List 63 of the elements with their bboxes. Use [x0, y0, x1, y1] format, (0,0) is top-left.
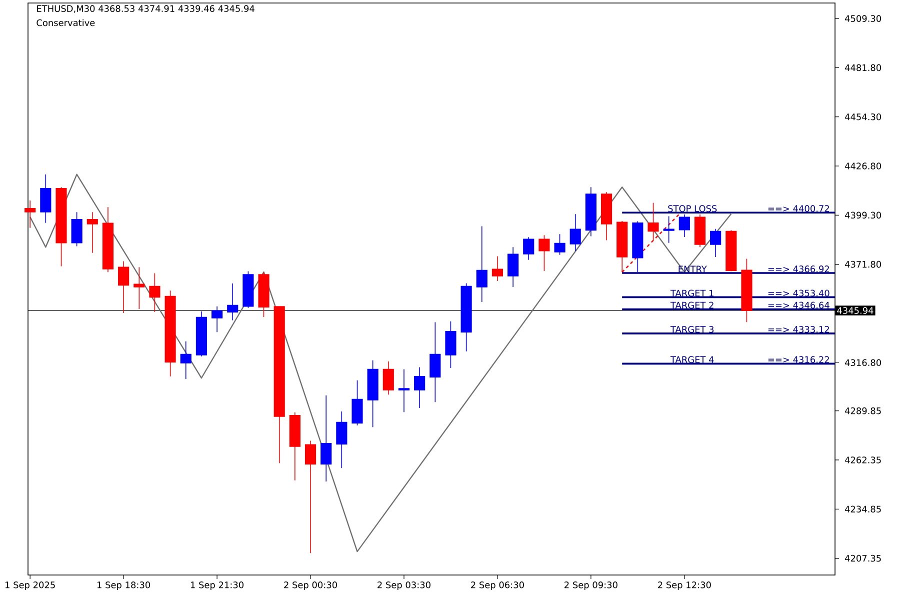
candlestick	[134, 266, 145, 310]
candlestick	[538, 234, 550, 272]
candlestick	[304, 440, 316, 554]
y-tick-label: 4262.35	[844, 456, 881, 464]
annotation: ==> 4316.22	[768, 356, 829, 363]
line-series	[29, 174, 732, 552]
candlestick	[211, 306, 223, 332]
annotation: ==> 4400.72	[768, 205, 829, 212]
candlestick	[336, 411, 348, 468]
annotation: ==> 4346.64	[768, 302, 830, 309]
candlestick	[149, 272, 160, 312]
candlestick	[476, 226, 488, 302]
series-label: TARGET 3	[670, 326, 714, 333]
x-tick-label: 1 Sep 2025	[6, 582, 55, 590]
y-tick-label: 4289.85	[844, 407, 881, 414]
series-label: TARGET 2	[670, 302, 714, 309]
candlestick	[40, 174, 52, 224]
annotation: ==> 4366.92	[768, 266, 829, 272]
candlestick	[508, 246, 519, 288]
candlestick	[523, 236, 534, 260]
ref-line-label: 4345.94	[837, 307, 874, 314]
candlestick	[554, 234, 566, 256]
candlestick	[320, 394, 332, 482]
candlestick	[445, 320, 456, 368]
candlestick	[352, 380, 363, 426]
y-tick-label: 4316.80	[844, 359, 882, 366]
candlestick	[710, 228, 722, 258]
y-tick-label: 4454.30	[844, 113, 882, 120]
annotation: ==> 4333.12	[768, 326, 829, 333]
y-tick-label: 4234.85	[844, 506, 881, 513]
x-tick-label: 2 Sep 12:30	[658, 582, 711, 590]
candlestick	[663, 216, 674, 244]
text: Conservative	[36, 19, 95, 26]
candlestick	[382, 360, 394, 396]
x-tick-label: 2 Sep 00:30	[284, 582, 337, 590]
x-tick-label: 1 Sep 18:30	[97, 582, 150, 590]
candlestick	[678, 214, 690, 238]
candlestick	[227, 283, 238, 321]
candlestick	[24, 200, 36, 228]
y-tick-label: 4399.30	[844, 212, 882, 219]
series-label: STOP LOSS	[668, 205, 717, 212]
candlestick	[430, 322, 441, 403]
y-tick-label: 4207.35	[844, 554, 881, 562]
x-tick-label: 1 Sep 21:30	[190, 582, 244, 590]
candlestick	[118, 260, 130, 314]
series-label: TARGET 4	[670, 356, 714, 363]
candlestick	[398, 368, 410, 413]
candlestick	[570, 214, 581, 252]
series-label: TARGET 1	[670, 290, 714, 297]
x-tick-label: 2 Sep 03:30	[378, 582, 430, 590]
candlestick	[492, 256, 503, 282]
x-tick-label: 2 Sep 06:30	[471, 582, 524, 590]
candlestick	[86, 212, 98, 254]
y-tick-label: 4509.30	[844, 15, 882, 22]
x-tick-label: 2 Sep 09:30	[564, 582, 618, 590]
candlestick	[414, 366, 426, 408]
candlestick	[180, 340, 192, 380]
candlestick	[71, 212, 82, 247]
chart-title: ETHUSD,M30 4368.53 4374.91 4339.46 4345.94	[37, 5, 254, 13]
annotation: ==> 4353.40	[768, 290, 830, 297]
y-tick-label: 4426.80	[844, 162, 882, 170]
y-tick-label: 4371.80	[844, 260, 882, 268]
y-tick-label: 4481.80	[844, 64, 882, 72]
